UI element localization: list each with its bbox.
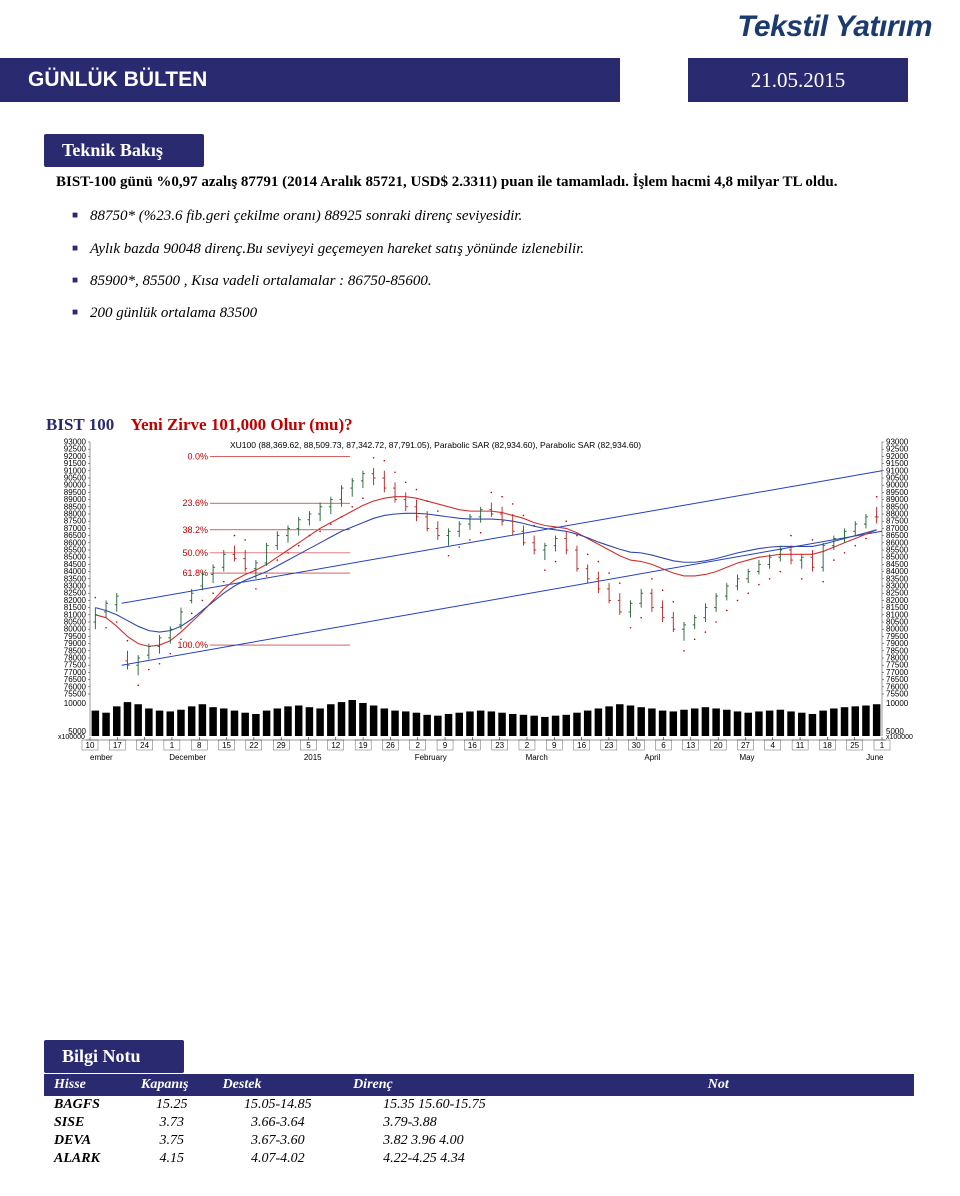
- chart-title-a: BIST 100: [46, 415, 114, 434]
- intro-text: BIST-100 günü %0,97 azalış 87791 (2014 A…: [56, 172, 886, 192]
- svg-text:12: 12: [331, 741, 340, 750]
- svg-text:23: 23: [604, 741, 613, 750]
- svg-text:1: 1: [880, 741, 885, 750]
- header-date: 21.05.2015: [688, 58, 908, 102]
- header-bar: GÜNLÜK BÜLTEN 21.05.2015: [0, 58, 908, 102]
- svg-text:15: 15: [222, 741, 231, 750]
- section-bilgi: Bilgi Notu: [44, 1040, 184, 1073]
- svg-text:6: 6: [661, 741, 666, 750]
- bullet-item: Aylık bazda 90048 direnç.Bu seviyeyi geç…: [72, 239, 886, 259]
- svg-text:22: 22: [249, 741, 258, 750]
- price-chart: 7550075500760007600076500765007700077000…: [46, 436, 926, 771]
- svg-text:10000: 10000: [886, 699, 909, 708]
- svg-text:11: 11: [796, 741, 805, 750]
- svg-text:20: 20: [714, 741, 723, 750]
- svg-text:13: 13: [686, 741, 695, 750]
- svg-text:23.6%: 23.6%: [182, 498, 208, 508]
- header-title: GÜNLÜK BÜLTEN: [0, 58, 620, 102]
- svg-text:93000: 93000: [886, 438, 909, 447]
- svg-text:x100000: x100000: [58, 734, 85, 741]
- svg-text:1: 1: [170, 741, 175, 750]
- svg-text:29: 29: [277, 741, 286, 750]
- svg-text:38.2%: 38.2%: [182, 525, 208, 535]
- chart-title: BIST 100 Yeni Zirve 101,000 Olur (mu)?: [46, 415, 353, 435]
- section-teknik: Teknik Bakış: [44, 134, 204, 167]
- svg-text:2: 2: [525, 741, 530, 750]
- svg-text:February: February: [415, 753, 447, 762]
- svg-text:May: May: [739, 753, 754, 762]
- svg-text:10: 10: [86, 741, 95, 750]
- svg-text:100.0%: 100.0%: [177, 640, 208, 650]
- svg-text:16: 16: [577, 741, 586, 750]
- svg-text:4: 4: [771, 741, 776, 750]
- svg-text:16: 16: [468, 741, 477, 750]
- svg-text:0.0%: 0.0%: [187, 451, 208, 461]
- svg-text:25: 25: [850, 741, 859, 750]
- svg-text:93000: 93000: [64, 438, 87, 447]
- bullet-item: 85900*, 85500 , Kısa vadeli ortalamalar …: [72, 271, 886, 291]
- bullet-item: 88750* (%23.6 fib.geri çekilme oranı) 88…: [72, 206, 886, 226]
- svg-text:9: 9: [552, 741, 557, 750]
- bullet-list: 88750* (%23.6 fib.geri çekilme oranı) 88…: [56, 206, 886, 323]
- body-text: BIST-100 günü %0,97 azalış 87791 (2014 A…: [56, 172, 886, 335]
- table-row: BAGFS15.2515.05-14.8515.35 15.60-15.75: [44, 1096, 914, 1114]
- th-not: Not: [523, 1074, 915, 1096]
- svg-text:March: March: [526, 753, 548, 762]
- th-hisse: Hisse: [44, 1074, 131, 1096]
- bullet-item: 200 günlük ortalama 83500: [72, 303, 886, 323]
- svg-text:19: 19: [359, 741, 368, 750]
- th-destek: Destek: [213, 1074, 344, 1096]
- svg-text:June: June: [866, 753, 884, 762]
- svg-text:17: 17: [113, 741, 122, 750]
- svg-text:10000: 10000: [64, 699, 87, 708]
- table-row: ALARK4.154.07-4.024.22-4.25 4.34: [44, 1150, 914, 1168]
- svg-text:ember: ember: [90, 753, 113, 762]
- svg-text:5: 5: [306, 741, 311, 750]
- svg-text:2: 2: [415, 741, 420, 750]
- table-row: DEVA3.753.67-3.603.82 3.96 4.00: [44, 1132, 914, 1150]
- th-direnc: Direnç: [343, 1074, 522, 1096]
- info-table: Hisse Kapanış Destek Direnç Not BAGFS15.…: [44, 1074, 914, 1168]
- svg-text:XU100 (88,369.62, 88,509.73, 8: XU100 (88,369.62, 88,509.73, 87,342.72, …: [230, 440, 641, 450]
- table-row: SISE3.733.66-3.643.79-3.88: [44, 1114, 914, 1132]
- svg-text:23: 23: [495, 741, 504, 750]
- svg-text:26: 26: [386, 741, 395, 750]
- svg-text:24: 24: [140, 741, 149, 750]
- svg-text:April: April: [644, 753, 660, 762]
- svg-text:December: December: [169, 753, 206, 762]
- svg-text:30: 30: [632, 741, 641, 750]
- svg-text:27: 27: [741, 741, 750, 750]
- svg-text:8: 8: [197, 741, 202, 750]
- chart-container: 7550075500760007600076500765007700077000…: [46, 436, 926, 771]
- svg-text:61.8%: 61.8%: [182, 568, 208, 578]
- svg-text:18: 18: [823, 741, 832, 750]
- chart-title-b: Yeni Zirve 101,000 Olur (mu)?: [131, 415, 353, 434]
- svg-text:50.0%: 50.0%: [182, 548, 208, 558]
- brand-logo: Tekstil Yatırım: [737, 10, 932, 44]
- svg-text:2015: 2015: [304, 753, 322, 762]
- th-kapanis: Kapanış: [131, 1074, 213, 1096]
- table-header-row: Hisse Kapanış Destek Direnç Not: [44, 1074, 914, 1096]
- svg-text:9: 9: [443, 741, 448, 750]
